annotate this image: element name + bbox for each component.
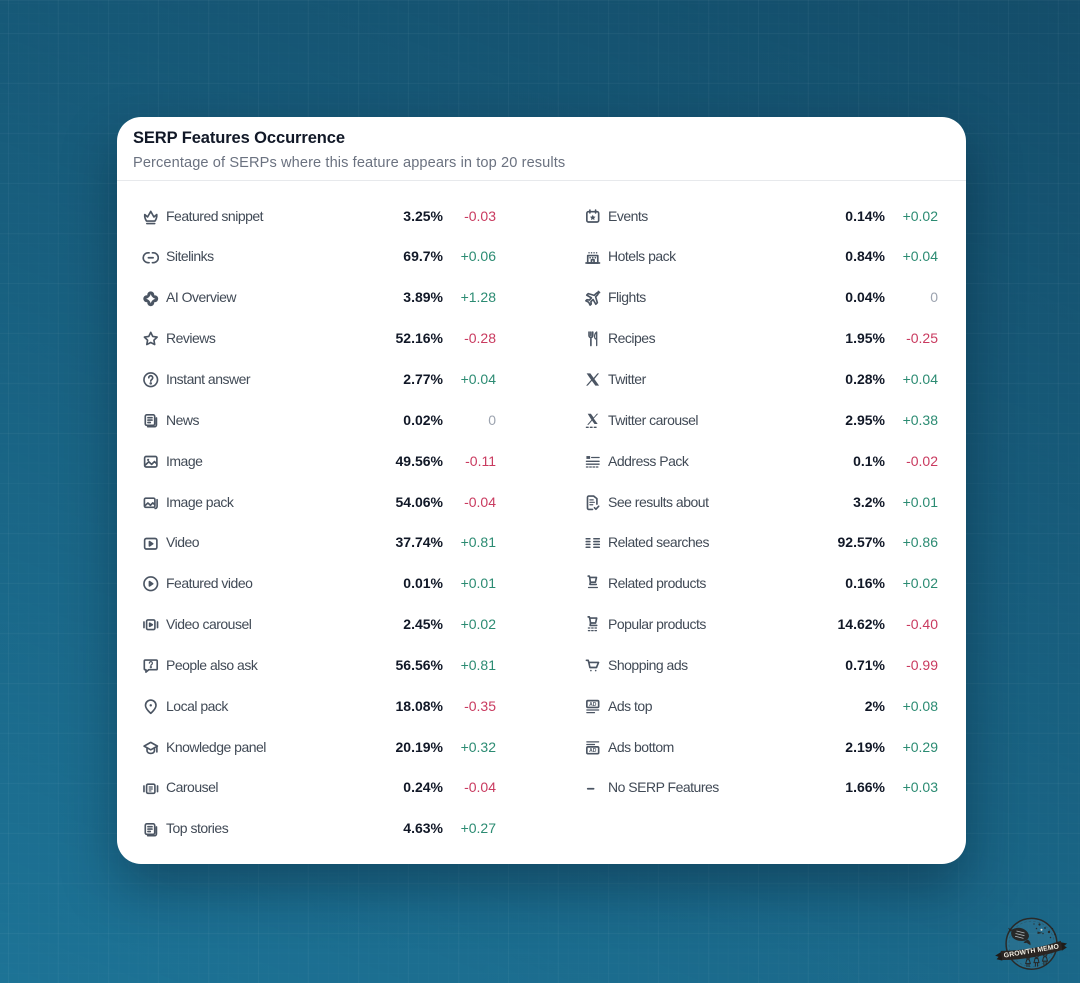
svg-text:AD: AD xyxy=(589,748,597,754)
svg-text:AD: AD xyxy=(589,702,597,708)
